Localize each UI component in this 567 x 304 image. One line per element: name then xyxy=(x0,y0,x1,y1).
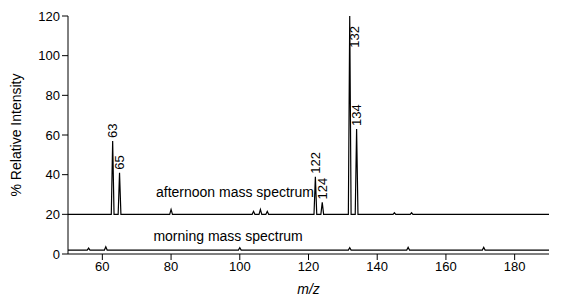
svg-text:20: 20 xyxy=(46,207,60,222)
svg-text:180: 180 xyxy=(504,259,526,274)
svg-text:80: 80 xyxy=(46,88,60,103)
svg-text:100: 100 xyxy=(38,48,60,63)
svg-text:160: 160 xyxy=(435,259,457,274)
svg-text:40: 40 xyxy=(46,167,60,182)
svg-text:120: 120 xyxy=(38,9,60,24)
svg-text:124: 124 xyxy=(315,178,330,200)
svg-text:morning mass spectrum: morning mass spectrum xyxy=(153,228,302,244)
svg-text:60: 60 xyxy=(95,259,109,274)
svg-text:120: 120 xyxy=(298,259,320,274)
svg-text:60: 60 xyxy=(46,128,60,143)
svg-text:80: 80 xyxy=(164,259,178,274)
svg-text:63: 63 xyxy=(105,123,120,137)
svg-text:0: 0 xyxy=(53,247,60,262)
svg-text:122: 122 xyxy=(308,152,323,174)
svg-text:140: 140 xyxy=(366,259,388,274)
svg-text:afternoon mass spectrum: afternoon mass spectrum xyxy=(156,184,314,200)
svg-text:65: 65 xyxy=(112,155,127,169)
svg-text:100: 100 xyxy=(229,259,251,274)
svg-text:134: 134 xyxy=(349,104,364,126)
svg-text:m/z: m/z xyxy=(297,281,320,296)
svg-text:132: 132 xyxy=(347,26,362,48)
svg-text:% Relative Intensity: % Relative Intensity xyxy=(8,74,24,197)
